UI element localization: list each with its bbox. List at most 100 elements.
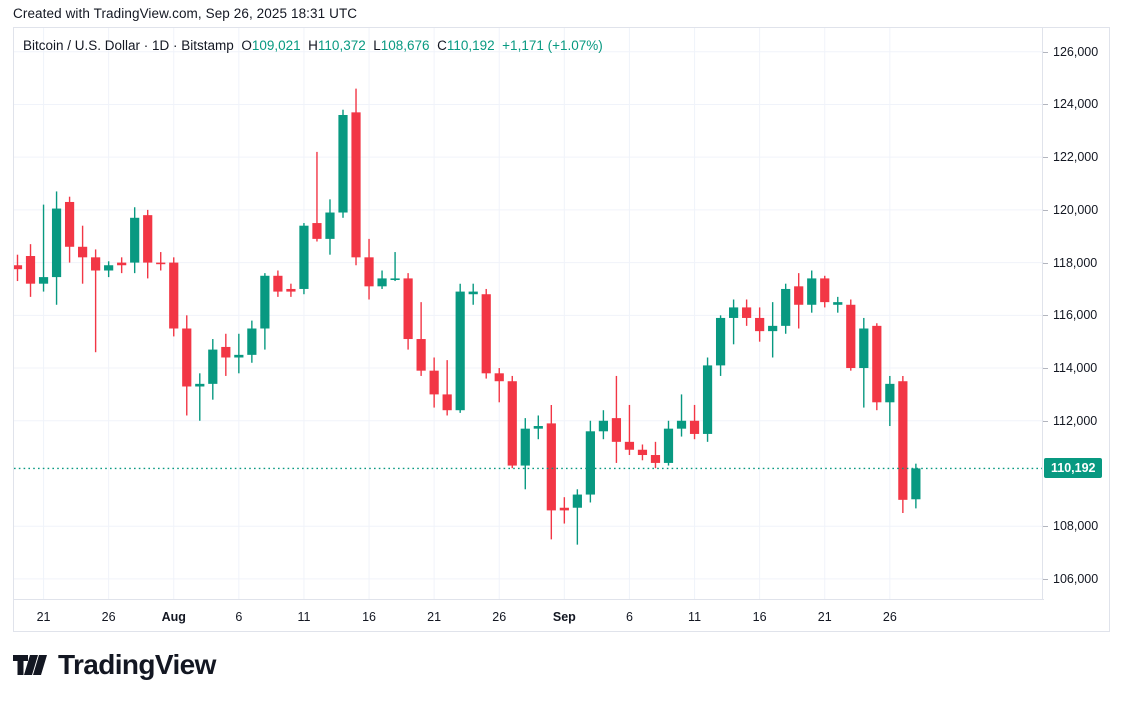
candle <box>494 373 504 382</box>
candle <box>221 346 231 358</box>
time-axis[interactable]: 21 26 Aug 6 11 16 21 26 Sep 6 11 16 21 26 <box>14 599 1044 631</box>
price-tick-dash <box>1043 420 1048 422</box>
tradingview-logo-icon <box>13 655 47 675</box>
candle <box>872 325 882 403</box>
candle <box>312 223 322 239</box>
price-tick-label: 106,000 <box>1053 571 1099 586</box>
candle <box>794 286 804 305</box>
candle <box>25 256 36 284</box>
candle <box>468 291 478 295</box>
time-tick-label: 21 <box>817 610 832 624</box>
time-tick-label: 26 <box>101 610 116 624</box>
candle <box>14 265 23 270</box>
legend-close-label: C <box>437 38 447 53</box>
price-tick-label: 126,000 <box>1053 44 1099 59</box>
candle <box>182 328 192 387</box>
attribution-text: Created with TradingView.com, Sep 26, 20… <box>13 6 358 21</box>
legend-change: +1,171 (+1.07%) <box>502 38 603 53</box>
candle <box>130 217 140 263</box>
candle <box>598 420 608 432</box>
candle <box>768 325 778 332</box>
time-tick-label: Sep <box>552 610 576 624</box>
price-tick-label: 116,000 <box>1053 308 1098 323</box>
legend-close-value: 110,192 <box>446 38 495 53</box>
price-axis[interactable]: 126,000 124,000 122,000 120,000 118,000 116,0… <box>1042 28 1109 600</box>
chart-widget: Bitcoin / U.S. Dollar · 1D · Bitstamp O1… <box>13 27 1110 632</box>
price-tick-dash <box>1043 157 1048 159</box>
candle <box>715 317 726 366</box>
candle <box>898 381 908 500</box>
price-tick-dash <box>1043 368 1048 370</box>
candle <box>104 265 114 271</box>
legend-title[interactable]: Bitcoin / U.S. Dollar · 1D · Bitstamp <box>23 38 234 53</box>
candle <box>64 201 75 247</box>
price-tick-dash <box>1043 51 1048 53</box>
candle <box>38 277 49 284</box>
price-tick-label: 120,000 <box>1053 202 1099 217</box>
price-tick-dash <box>1043 526 1048 528</box>
candle <box>325 212 335 239</box>
time-tick-label: 26 <box>492 610 507 624</box>
candle <box>663 428 674 463</box>
candle <box>234 354 244 358</box>
candle <box>702 365 713 434</box>
candle <box>859 328 869 369</box>
price-tick-label: 114,000 <box>1053 361 1098 376</box>
price-tick-dash <box>1043 578 1048 580</box>
tradingview-wordmark: TradingView <box>58 649 216 680</box>
candle <box>807 278 817 305</box>
candle <box>429 370 439 395</box>
time-tick-label: 11 <box>688 610 702 624</box>
candle <box>624 441 635 450</box>
time-tick-label: 21 <box>427 610 442 624</box>
candle <box>559 507 569 511</box>
candle <box>208 349 218 384</box>
candle <box>286 288 296 292</box>
legend-open-value: 109,021 <box>251 38 301 53</box>
candle <box>637 449 648 456</box>
price-tick-label: 124,000 <box>1053 97 1099 112</box>
candle <box>273 275 283 292</box>
candle <box>585 431 595 495</box>
candle <box>351 112 361 258</box>
candle <box>442 394 452 411</box>
candle <box>195 383 205 387</box>
time-tick-label: 16 <box>752 610 767 624</box>
candle <box>169 262 179 329</box>
candle <box>650 455 661 463</box>
candle <box>51 208 62 278</box>
candle <box>247 328 257 355</box>
legend-low-label: L <box>373 38 381 53</box>
legend-high-label: H <box>308 38 318 53</box>
candle <box>507 381 517 466</box>
candle <box>520 428 530 466</box>
candle <box>390 278 400 281</box>
price-tick-dash <box>1043 209 1048 211</box>
candle <box>338 114 348 213</box>
price-tick-label: 122,000 <box>1053 150 1099 165</box>
candle <box>416 339 426 371</box>
time-tick-label: 21 <box>36 610 51 624</box>
candle <box>729 307 739 318</box>
time-tick-label: Aug <box>161 610 186 624</box>
candle <box>533 426 543 429</box>
tradingview-branding: TradingView <box>13 648 216 682</box>
candle <box>377 278 387 287</box>
candlestick-series <box>14 88 921 545</box>
time-tick-label: 26 <box>882 610 897 624</box>
current-price-badge[interactable]: 110,192 <box>1044 458 1102 479</box>
candle <box>833 302 843 305</box>
candle <box>364 257 374 287</box>
candle <box>260 275 270 329</box>
current-price-line <box>14 467 1044 470</box>
time-tick-label: 6 <box>235 610 243 624</box>
candle <box>611 418 622 442</box>
candle <box>676 420 687 429</box>
candle <box>91 257 101 271</box>
price-tick-dash <box>1043 104 1048 106</box>
chart-plot-area[interactable] <box>14 28 1044 600</box>
candle <box>156 262 166 265</box>
candle <box>481 294 491 374</box>
legend-high-value: 110,372 <box>317 38 366 53</box>
legend-low-value: 108,676 <box>380 38 430 53</box>
